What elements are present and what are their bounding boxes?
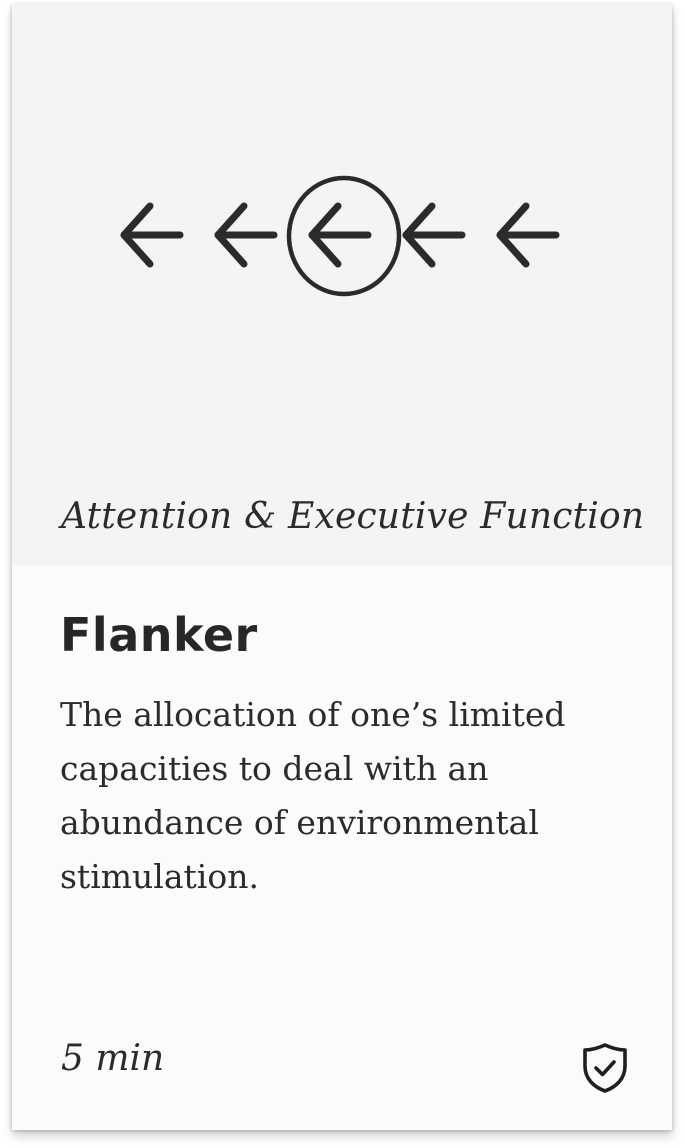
- card-description: The allocation of one’s limited capaciti…: [60, 695, 566, 896]
- duration-label: 5 min: [61, 1038, 165, 1079]
- category-label: Attention & Executive Function: [61, 496, 645, 537]
- arrow-left-icon: [402, 202, 466, 268]
- card-title: Flanker: [60, 608, 258, 662]
- arrow-left-icon: [214, 202, 278, 268]
- flanker-arrows-illustration: [120, 175, 560, 297]
- card-hero: Attention & Executive Function: [12, 4, 672, 566]
- shield-check-icon: [582, 1042, 628, 1094]
- arrow-left-circled-icon: [286, 175, 402, 297]
- arrow-left-icon: [496, 202, 560, 268]
- task-card[interactable]: Attention & Executive Function Flanker T…: [12, 4, 672, 1130]
- arrow-left-icon: [120, 202, 184, 268]
